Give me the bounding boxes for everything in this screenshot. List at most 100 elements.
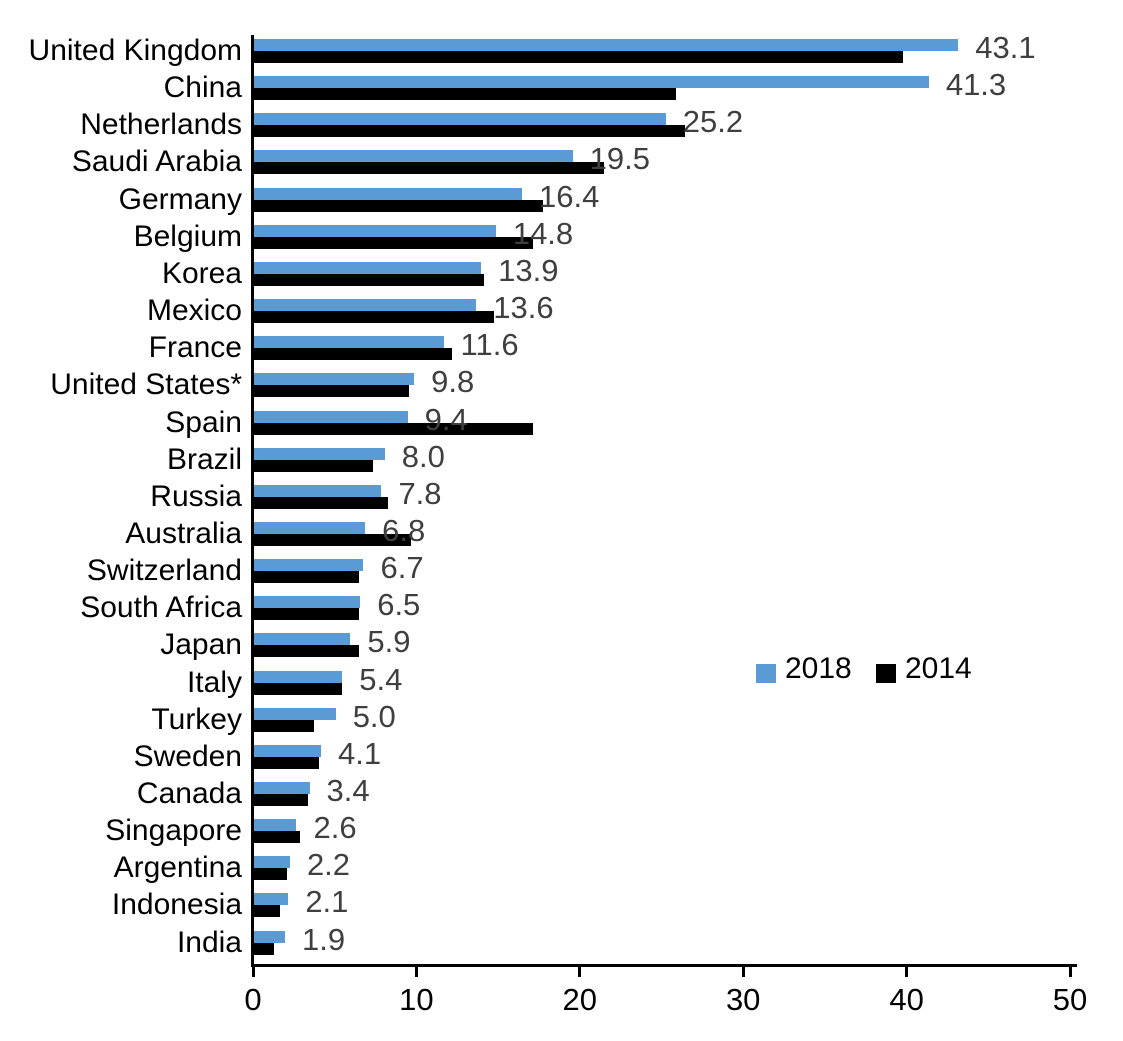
data-label: 8.0 <box>401 438 445 474</box>
bar-2018-turkey <box>254 707 336 720</box>
x-tick-label: 30 <box>725 982 761 1017</box>
bar-2018-united-kingdom <box>254 39 959 51</box>
category-label: Belgium <box>133 219 242 253</box>
bar-2014-turkey <box>254 719 315 732</box>
bar-2014-brazil <box>254 459 374 472</box>
bar-2014-sweden <box>254 756 320 769</box>
bar-2014-belgium <box>254 236 534 249</box>
x-tick-label: 40 <box>889 982 924 1017</box>
x-tick-label: 50 <box>1052 982 1088 1017</box>
category-label: Sweden <box>133 739 242 773</box>
bar-2018-japan <box>254 633 351 646</box>
bar-2014-japan <box>254 645 359 658</box>
legend-swatch-2018 <box>756 664 776 683</box>
data-label: 4.1 <box>337 735 382 771</box>
x-tick-mark <box>741 964 745 977</box>
data-label: 41.3 <box>945 67 1007 103</box>
data-label: 2.2 <box>306 847 351 883</box>
data-label: 43.1 <box>975 30 1036 65</box>
bar-2018-spain <box>254 410 408 423</box>
bar-2014-switzerland <box>254 571 359 584</box>
x-axis-line <box>251 964 1077 967</box>
category-label: China <box>163 71 242 105</box>
bar-2014-argentina <box>254 868 287 881</box>
bar-2014-france <box>254 348 452 361</box>
category-label: South Africa <box>80 591 242 625</box>
bar-2018-saudi-arabia <box>254 150 573 163</box>
category-label: United States* <box>50 368 242 402</box>
bar-2018-korea <box>254 261 482 274</box>
bar-2018-australia <box>254 521 366 534</box>
category-label: United Kingdom <box>28 34 242 67</box>
bar-2014-australia <box>254 533 411 546</box>
bar-2018-india <box>254 930 286 943</box>
category-label: Australia <box>125 516 242 550</box>
data-label: 13.9 <box>498 252 559 288</box>
category-label: India <box>176 925 242 959</box>
bar-2014-mexico <box>254 311 495 324</box>
bar-2018-brazil <box>254 447 385 460</box>
bar-2018-italy <box>254 670 343 683</box>
bar-2014-south-africa <box>254 608 359 621</box>
category-label: Turkey <box>151 702 242 736</box>
category-label: Argentina <box>113 851 242 885</box>
legend-label-2014: 2014 <box>905 652 972 685</box>
category-label: Russia <box>150 479 242 513</box>
bar-2018-france <box>254 336 444 349</box>
category-label: Germany <box>118 182 242 216</box>
x-tick-mark <box>578 964 582 977</box>
bar-2018-argentina <box>254 856 290 869</box>
bar-2014-korea <box>254 273 485 286</box>
x-tick-label: 10 <box>399 982 434 1017</box>
bar-2014-united-states <box>254 385 410 398</box>
category-label: France <box>148 331 242 365</box>
category-label: Mexico <box>146 294 242 328</box>
category-label: Indonesia <box>111 888 242 922</box>
data-label: 25.2 <box>682 104 744 140</box>
bar-2014-saudi-arabia <box>254 162 604 175</box>
category-label: Brazil <box>166 442 242 476</box>
category-label: Italy <box>186 665 242 699</box>
data-label: 5.0 <box>352 698 396 734</box>
bar-2018-united-states <box>254 373 415 386</box>
y-axis-line <box>251 35 254 967</box>
bar-2018-germany <box>254 187 522 200</box>
bar-2014-germany <box>254 199 544 212</box>
category-label: Netherlands <box>80 108 242 142</box>
data-label: 7.8 <box>398 475 442 511</box>
bar-2014-india <box>254 942 274 955</box>
data-label: 1.9 <box>302 921 346 957</box>
bar-2014-spain <box>254 422 534 435</box>
x-tick-label: 0 <box>244 982 262 1017</box>
data-label: 2.6 <box>313 810 357 846</box>
bar-2014-singapore <box>254 831 300 844</box>
bar-2018-canada <box>254 782 310 794</box>
bar-2018-sweden <box>254 744 321 757</box>
data-label: 14.8 <box>512 215 574 251</box>
legend-label-2018: 2018 <box>785 652 852 685</box>
data-label: 9.4 <box>424 401 468 437</box>
data-label: 13.6 <box>493 290 554 326</box>
data-label: 9.8 <box>431 364 475 400</box>
category-label: Spain <box>165 405 242 439</box>
category-label: Saudi Arabia <box>71 145 242 179</box>
data-label: 3.4 <box>326 773 370 808</box>
bar-2018-south-africa <box>254 596 361 609</box>
x-tick-mark <box>414 964 418 977</box>
data-label: 2.1 <box>305 884 349 920</box>
bar-2014-china <box>254 88 676 101</box>
x-tick-mark <box>251 964 255 977</box>
bar-2014-russia <box>254 496 388 509</box>
category-label: Switzerland <box>86 554 242 588</box>
bar-2014-italy <box>254 682 343 695</box>
bar-2018-netherlands <box>254 113 666 126</box>
x-tick-label: 20 <box>562 982 598 1017</box>
x-tick-mark <box>1068 964 1072 977</box>
category-label: Singapore <box>105 814 242 848</box>
bar-2014-netherlands <box>254 125 686 138</box>
data-label: 5.4 <box>359 661 403 697</box>
bar-2018-singapore <box>254 819 297 832</box>
bar-2018-mexico <box>254 299 477 312</box>
bar-2018-indonesia <box>254 893 289 906</box>
x-tick-mark <box>905 964 909 977</box>
